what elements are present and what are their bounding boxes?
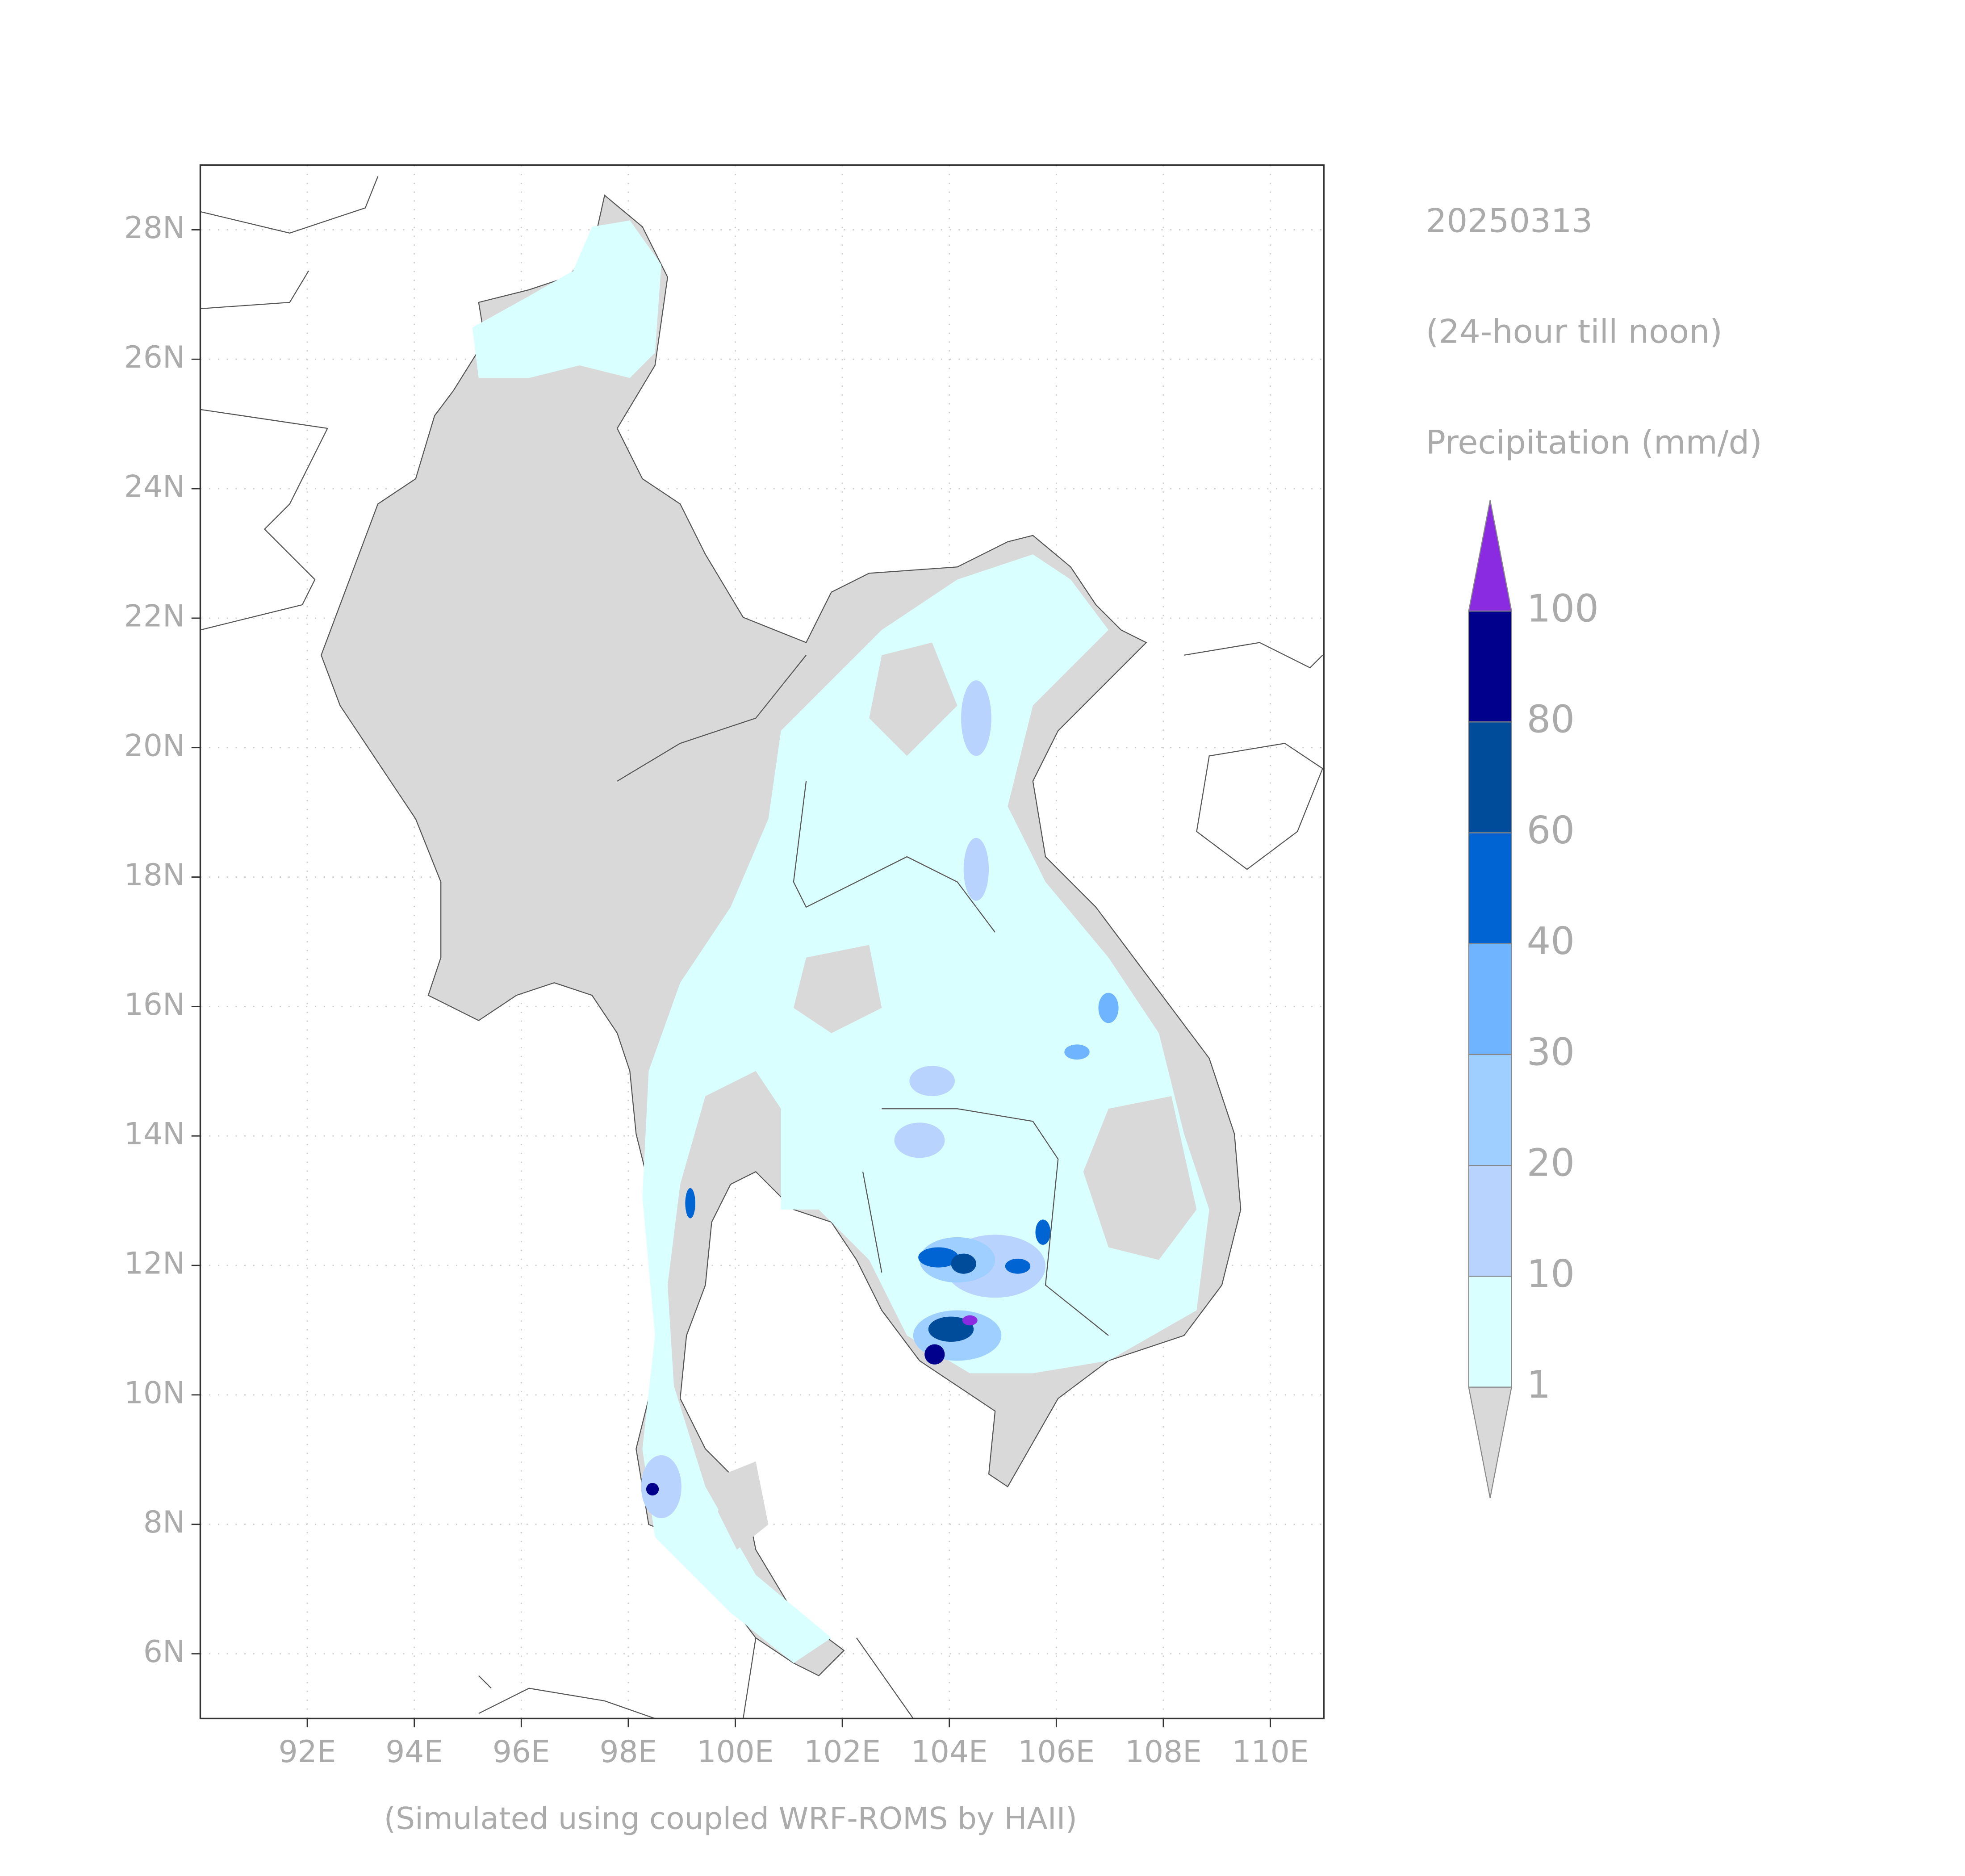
rain-blob (918, 1247, 959, 1268)
lon-tick-label: 104E (911, 1734, 988, 1769)
colorbar-label: 80 (1526, 697, 1575, 741)
colorbar-label: 30 (1526, 1030, 1575, 1074)
rain-blob (962, 1315, 978, 1326)
legend-date: 20250313 (1426, 202, 1593, 240)
lat-tick-label: 16N (124, 987, 185, 1022)
colorbar-label: 100 (1526, 586, 1598, 630)
rain-blob (1035, 1219, 1051, 1245)
coastline (200, 176, 1323, 1719)
colorbar-label: 1 (1526, 1362, 1551, 1407)
rain-blob (951, 1253, 976, 1274)
colorbar: 1 10 20 30 40 60 80 100 (1468, 500, 1599, 1499)
lat-tick-label: 26N (124, 339, 185, 375)
rain-blob (963, 838, 989, 901)
colorbar-label: 20 (1526, 1141, 1575, 1185)
colorbar-over (1468, 500, 1512, 612)
land (200, 176, 1323, 1719)
lon-tick-label: 106E (1018, 1734, 1095, 1769)
lon-tick-label: 92E (279, 1734, 336, 1769)
lat-tick-label: 14N (124, 1116, 185, 1152)
colorbar-box (1468, 610, 1512, 723)
map-frame (199, 164, 1325, 1720)
lat-tick-label: 8N (143, 1504, 185, 1540)
colorbar-box (1468, 1276, 1512, 1388)
rain-blob (1064, 1044, 1090, 1060)
lon-tick-label: 102E (804, 1734, 881, 1769)
legend-variable: Precipitation (mm/d) (1426, 424, 1762, 462)
rain-blob (909, 1066, 955, 1096)
lon-tick-label: 110E (1232, 1734, 1309, 1769)
lat-tick-label: 10N (124, 1375, 185, 1410)
colorbar-label: 40 (1526, 919, 1575, 963)
rain-blob (1098, 992, 1119, 1023)
colorbar-box (1468, 832, 1512, 944)
rain-blob (961, 680, 991, 756)
dry-patch (793, 945, 882, 1033)
rain-blob (928, 1316, 974, 1342)
dry-patch (1083, 1096, 1197, 1260)
lat-tick-label: 28N (124, 210, 185, 245)
lon-tick-label: 98E (599, 1734, 657, 1769)
colorbar-box (1468, 1165, 1512, 1277)
axes: 92E 94E 96E 98E 100E 102E 104E 106E 108E 110E 6N 8N… (124, 210, 1309, 1769)
rain-blob (685, 1188, 695, 1219)
rain-blob (924, 1344, 945, 1365)
colorbar-label: 10 (1526, 1252, 1575, 1296)
lon-tick-label: 96E (493, 1734, 550, 1769)
lat-tick-label: 6N (143, 1634, 185, 1669)
lat-tick-label: 18N (124, 857, 185, 892)
lat-tick-label: 12N (124, 1246, 185, 1281)
colorbar-box (1468, 943, 1512, 1055)
border (617, 655, 1109, 1336)
rain-blob (646, 1482, 659, 1496)
dry-patch (718, 1461, 769, 1550)
rain-area (472, 220, 661, 378)
footer: (Simulated using coupled WRF-ROMS by HAI… (384, 1801, 1077, 1836)
lon-tick-label: 100E (697, 1734, 774, 1769)
legend-period: (24-hour till noon) (1426, 313, 1723, 351)
lon-tick-label: 108E (1125, 1734, 1202, 1769)
rain-blob (1005, 1258, 1031, 1274)
lat-tick-label: 20N (124, 728, 185, 763)
colorbar-under (1468, 1386, 1512, 1499)
rain-blob (641, 1455, 681, 1518)
lat-tick-label: 22N (124, 598, 185, 633)
rain-blob (894, 1122, 945, 1158)
colorbar-label: 60 (1526, 808, 1575, 852)
lon-tick-label: 94E (385, 1734, 443, 1769)
colorbar-box (1468, 1054, 1512, 1166)
colorbar-box (1468, 721, 1512, 833)
lat-tick-label: 24N (124, 469, 185, 504)
